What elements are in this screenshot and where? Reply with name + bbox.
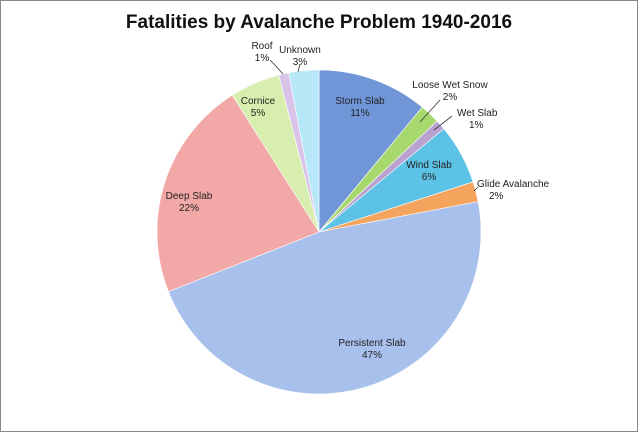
label-cornice: Cornice [241, 96, 276, 107]
value-label-glide-avalanche: 2% [489, 191, 504, 202]
value-label-persistent-slab: 47% [362, 350, 382, 361]
label-storm-slab: Storm Slab [335, 96, 385, 107]
label-wind-slab: Wind Slab [406, 160, 452, 171]
value-label-wet-slab: 1% [469, 120, 484, 131]
value-label-storm-slab: 11% [350, 108, 369, 119]
slice-deep-slab [156, 94, 320, 293]
leader-loose-wet-snow [419, 99, 441, 123]
leader-unknown [297, 63, 301, 73]
label-unknown: Unknown [279, 45, 321, 56]
slice-storm-slab [318, 69, 423, 233]
value-label-cornice: 5% [251, 108, 266, 119]
value-label-deep-slab: 22% [179, 203, 199, 214]
value-label-loose-wet-snow: 2% [443, 92, 458, 103]
slice-unknown [288, 69, 320, 233]
value-label-roof: 1% [255, 53, 270, 64]
leader-glide-avalanche [473, 186, 479, 192]
leader-lines [269, 59, 479, 192]
label-roof: Roof [251, 41, 272, 52]
pie-slices [156, 69, 482, 395]
value-label-unknown: 3% [293, 57, 308, 68]
label-glide-avalanche: Glide Avalanche [477, 179, 550, 190]
value-label-wind-slab: 6% [422, 172, 437, 183]
label-deep-slab: Deep Slab [166, 191, 213, 202]
label-wet-slab: Wet Slab [457, 108, 498, 119]
label-loose-wet-snow: Loose Wet Snow [412, 80, 488, 91]
chart-title: Fatalities by Avalanche Problem 1940-201… [125, 12, 513, 33]
label-persistent-slab: Persistent Slab [338, 338, 406, 349]
leader-wet-slab [433, 115, 453, 131]
leader-roof [269, 59, 284, 75]
slice-persistent-slab [167, 201, 482, 395]
